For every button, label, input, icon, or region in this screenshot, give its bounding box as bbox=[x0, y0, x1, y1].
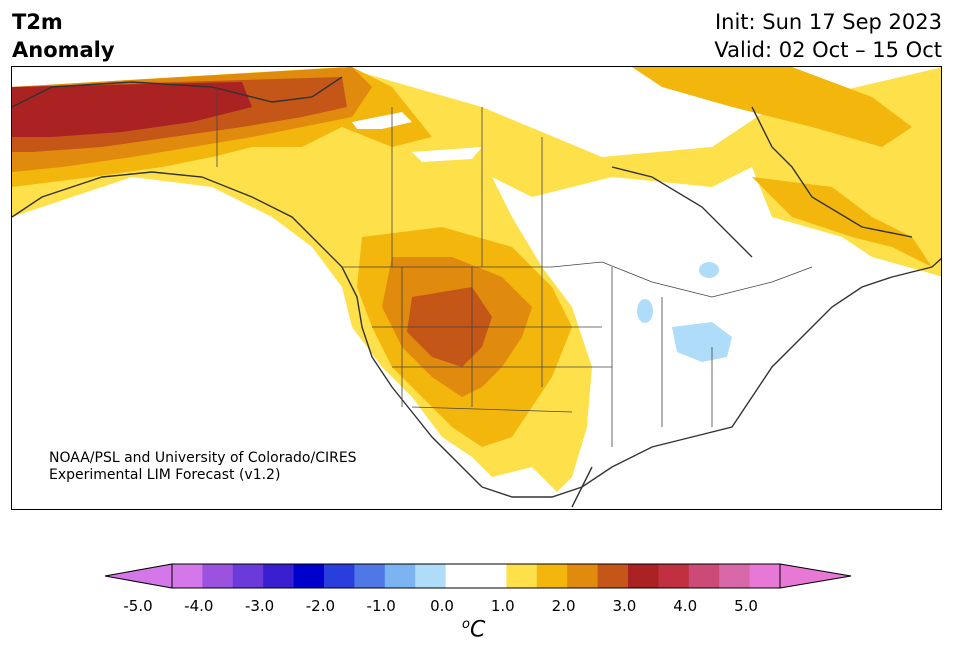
colorbar-cell bbox=[232, 564, 264, 588]
colorbar-tick-label: -1.0 bbox=[366, 597, 396, 615]
map-title: T2m Anomaly bbox=[12, 8, 115, 64]
credit-line-2: Experimental LIM Forecast (v1.2) bbox=[49, 467, 281, 483]
colorbar-cell bbox=[384, 564, 416, 588]
title-line-2: Anomaly bbox=[12, 38, 115, 62]
colorbar-tick-label: 3.0 bbox=[612, 597, 637, 615]
credit-line-1: NOAA/PSL and University of Colorado/CIRE… bbox=[49, 450, 357, 466]
colorbar-cell bbox=[445, 564, 477, 588]
unit-degree: o bbox=[462, 617, 470, 632]
colorbar-cell bbox=[597, 564, 629, 588]
colorbar-tick-label: -4.0 bbox=[184, 597, 214, 615]
colorbar-right-extend bbox=[779, 563, 852, 589]
colorbar bbox=[104, 563, 852, 589]
colorbar-cell bbox=[536, 564, 568, 588]
colorbar-outline bbox=[171, 563, 781, 589]
colorbar-ticks: -5.0 -4.0 -3.0 -2.0 -1.0 0.0 1.0 2.0 3.0 4.0 5.0 bbox=[0, 597, 953, 617]
colorbar-tick-label: -5.0 bbox=[123, 597, 153, 615]
colorbar-cell bbox=[293, 564, 325, 588]
unit-letter: C bbox=[469, 617, 486, 643]
colorbar-cell bbox=[749, 564, 781, 588]
title-line-1: T2m bbox=[12, 10, 63, 34]
colorbar-tick-label: 1.0 bbox=[490, 597, 515, 615]
colorbar-cell bbox=[719, 564, 751, 588]
init-date: Init: Sun 17 Sep 2023 bbox=[714, 10, 942, 34]
colorbar-cell bbox=[415, 564, 447, 588]
colorbar-cell bbox=[172, 564, 203, 588]
colorbar-tick-label: 0.0 bbox=[430, 597, 454, 615]
colorbar-cell bbox=[202, 564, 234, 588]
map-canvas bbox=[12, 67, 941, 508]
colorbar-tick-label: -2.0 bbox=[305, 597, 336, 615]
valid-range: Valid: 02 Oct – 15 Oct bbox=[714, 38, 942, 62]
political-borders bbox=[216, 87, 813, 447]
credit-text: NOAA/PSL and University of Colorado/CIRE… bbox=[49, 450, 357, 484]
colorbar-cell bbox=[628, 564, 659, 588]
geographic-outlines bbox=[12, 76, 941, 508]
colorbar-tick-label: 4.0 bbox=[673, 597, 698, 615]
anomaly-fills bbox=[12, 67, 941, 492]
colorbar-cell bbox=[263, 564, 295, 588]
colorbar-unit: oC bbox=[462, 617, 485, 642]
forecast-dates: Init: Sun 17 Sep 2023 Valid: 02 Oct – 15… bbox=[714, 8, 942, 64]
colorbar-cell bbox=[567, 564, 599, 588]
anomaly-map bbox=[11, 66, 942, 510]
colorbar-tick-label: -3.0 bbox=[244, 597, 275, 615]
colorbar-cell bbox=[688, 564, 720, 588]
colorbar-cell bbox=[506, 564, 538, 588]
colorbar-cells bbox=[172, 564, 781, 588]
colorbar-cell bbox=[324, 564, 355, 588]
colorbar-tick-label: 2.0 bbox=[551, 597, 576, 615]
colorbar-tick-label: 5.0 bbox=[734, 597, 758, 615]
colorbar-cell bbox=[658, 564, 690, 588]
colorbar-cell bbox=[476, 564, 507, 588]
colorbar-left-extend bbox=[104, 563, 173, 589]
colorbar-cell bbox=[354, 564, 386, 588]
